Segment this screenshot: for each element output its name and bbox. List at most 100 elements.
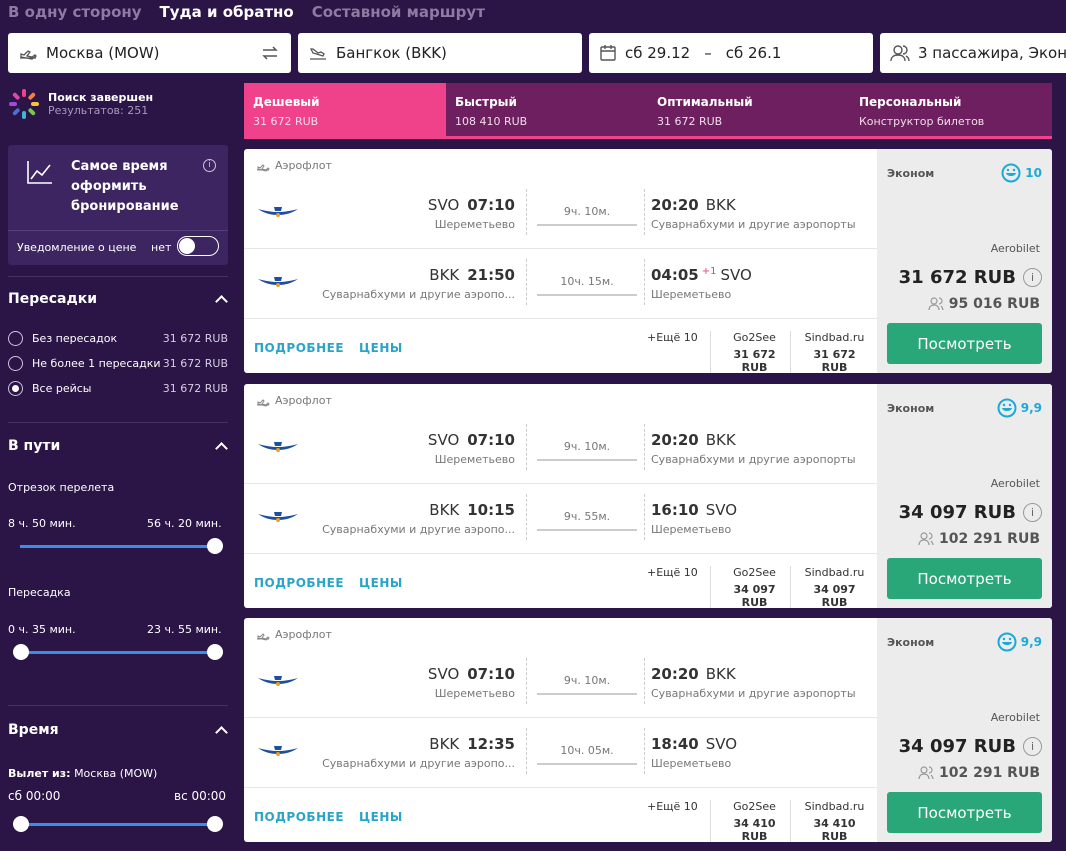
agent-name: Sindbad.ru [804, 331, 865, 344]
stops-option-all[interactable]: Все рейсы 31 672 RUB [8, 381, 228, 396]
arrival: 20:20 BKK Суварнабхуми и другие аэропорты [651, 664, 856, 700]
info-icon[interactable]: i [1023, 503, 1042, 522]
agent-offer[interactable]: Go2See 31 672 RUB [710, 331, 790, 373]
tab-round-trip[interactable]: Туда и обратно [159, 3, 294, 21]
price-panel: Эконом 9,9 Aerobilet 34 097 RUB i 102 29… [877, 618, 1052, 842]
agent-offer[interactable]: Go2See 34 410 RUB [710, 800, 790, 842]
slider-handle[interactable] [13, 816, 29, 832]
person-icon [918, 766, 934, 780]
passengers-field[interactable]: 3 пассажира, Эконом [880, 33, 1066, 73]
departure-time-max: вс 00:00 [174, 789, 227, 803]
slider-handle[interactable] [207, 816, 223, 832]
segment-duration-slider[interactable] [20, 538, 223, 554]
price-total: 102 291 RUB [918, 531, 1040, 547]
view-button[interactable]: Посмотреть [887, 558, 1042, 599]
tab-cheapest[interactable]: Дешевый 31 672 RUB [244, 83, 446, 136]
outbound-segment[interactable]: SVO 07:10 Шереметьево 9ч. 10м. 20:20 BKK С… [244, 648, 877, 718]
return-segment[interactable]: BKK 12:35 Суварнабхуми и другие аэропо...… [244, 718, 877, 788]
stops-option-nonstop[interactable]: Без пересадок 31 672 RUB [8, 331, 228, 346]
origin-field[interactable]: Москва (MOW) [8, 33, 291, 73]
arr-time: 20:20 [651, 665, 699, 683]
dates-field[interactable]: сб 29.12 – сб 26.1 [589, 33, 873, 73]
arr-airport: Шереметьево [651, 757, 732, 770]
card-footer: ПОДРОБНЕЕ ЦЕНЫ +Ещё 10 Go2See 34 097 RUB… [244, 554, 877, 608]
divider [644, 259, 645, 305]
arr-code: BKK [705, 431, 736, 449]
stops-option-price: 31 672 RUB [162, 382, 228, 395]
details-link[interactable]: ПОДРОБНЕЕ [254, 576, 345, 590]
radio-button[interactable] [8, 356, 23, 371]
seller-name: Aerobilet [990, 477, 1040, 490]
rating: 9,9 [997, 632, 1042, 652]
info-icon[interactable]: i [1023, 737, 1042, 756]
duration-value: 9ч. 10м. [563, 440, 611, 453]
segment-min: 8 ч. 50 мин. [8, 517, 76, 530]
collapse-icon[interactable] [215, 442, 228, 455]
person-icon [918, 532, 934, 546]
agent-price: 31 672 RUB [733, 348, 776, 373]
price-notification-toggle[interactable] [177, 236, 219, 256]
outbound-segment[interactable]: SVO 07:10 Шереметьево 9ч. 10м. 20:20 BKK С… [244, 414, 877, 484]
radio-button-selected[interactable] [8, 381, 23, 396]
transfer-duration-slider[interactable] [13, 644, 223, 660]
tab-optimal[interactable]: Оптимальный 31 672 RUB [648, 83, 850, 136]
return-segment[interactable]: BKK 21:50 Суварнабхуми и другие аэропо...… [244, 249, 877, 319]
view-button[interactable]: Посмотреть [887, 323, 1042, 364]
prices-link[interactable]: ЦЕНЫ [359, 576, 403, 590]
more-agents-link[interactable]: +Ещё 10 [647, 566, 698, 579]
dep-airport: Суварнабхуми и другие аэропо... [322, 288, 515, 301]
trip-type-tabs: В одну сторону Туда и обратно Составной … [8, 3, 485, 21]
segment-max: 56 ч. 20 мин. [147, 517, 222, 530]
time-filter-title[interactable]: Время [8, 722, 59, 738]
details-link[interactable]: ПОДРОБНЕЕ [254, 810, 345, 824]
agent-offer[interactable]: Sindbad.ru 31 672 RUB [790, 331, 870, 373]
slider-handle[interactable] [207, 644, 223, 660]
dep-time: 07:10 [467, 431, 515, 449]
seller-name: Aerobilet [990, 711, 1040, 724]
duration-bar [537, 693, 637, 695]
details-link[interactable]: ПОДРОБНЕЕ [254, 341, 345, 355]
info-icon[interactable]: i [1023, 268, 1042, 287]
departure: BKK 10:15 Суварнабхуми и другие аэропо... [322, 500, 515, 536]
divider [644, 424, 645, 470]
smile-rating-icon [997, 398, 1017, 418]
agent-offer[interactable]: Sindbad.ru 34 410 RUB [790, 800, 870, 842]
tab-fastest[interactable]: Быстрый 108 410 RUB [446, 83, 648, 136]
plane-icon [257, 632, 270, 641]
arr-code: BKK [705, 196, 736, 214]
stops-option-one-stop[interactable]: Не более 1 пересадки 31 672 RUB [8, 356, 228, 371]
promo-divider [8, 230, 228, 231]
duration: 9ч. 55м. [537, 510, 637, 531]
view-button[interactable]: Посмотреть [887, 792, 1042, 833]
agent-price: 34 410 RUB [733, 817, 776, 842]
departure-time-slider[interactable] [13, 816, 223, 832]
tab-multi-city[interactable]: Составной маршрут [311, 3, 485, 21]
price-total: 95 016 RUB [928, 296, 1040, 312]
return-segment[interactable]: BKK 10:15 Суварнабхуми и другие аэропо...… [244, 484, 877, 554]
collapse-icon[interactable] [215, 295, 228, 308]
stops-option-price: 31 672 RUB [162, 332, 228, 345]
dep-airport: Суварнабхуми и другие аэропо... [322, 523, 515, 536]
prices-link[interactable]: ЦЕНЫ [359, 810, 403, 824]
collapse-icon[interactable] [215, 726, 228, 739]
divider [526, 189, 527, 235]
departure-city: Москва (MOW) [74, 767, 158, 780]
tab-personal[interactable]: Персональный Конструктор билетов [850, 83, 1052, 136]
outbound-segment[interactable]: SVO 07:10 Шереметьево 9ч. 10м. 20:20 BKK С… [244, 179, 877, 249]
more-agents-link[interactable]: +Ещё 10 [647, 331, 698, 344]
radio-button[interactable] [8, 331, 23, 346]
swap-icon[interactable] [261, 44, 279, 62]
slider-handle[interactable] [207, 538, 223, 554]
stops-filter-title[interactable]: Пересадки [8, 291, 98, 307]
more-agents-link[interactable]: +Ещё 10 [647, 800, 698, 813]
price-notification-label: Уведомление о цене [17, 241, 137, 254]
rating-value: 9,9 [1020, 635, 1042, 649]
info-icon[interactable]: i [203, 159, 216, 172]
slider-handle[interactable] [13, 644, 29, 660]
prices-link[interactable]: ЦЕНЫ [359, 341, 403, 355]
duration-filter-title[interactable]: В пути [8, 438, 61, 454]
tab-one-way[interactable]: В одну сторону [8, 3, 142, 21]
destination-field[interactable]: Бангкок (BKK) [298, 33, 582, 73]
agent-offer[interactable]: Go2See 34 097 RUB [710, 566, 790, 608]
agent-offer[interactable]: Sindbad.ru 34 097 RUB [790, 566, 870, 608]
